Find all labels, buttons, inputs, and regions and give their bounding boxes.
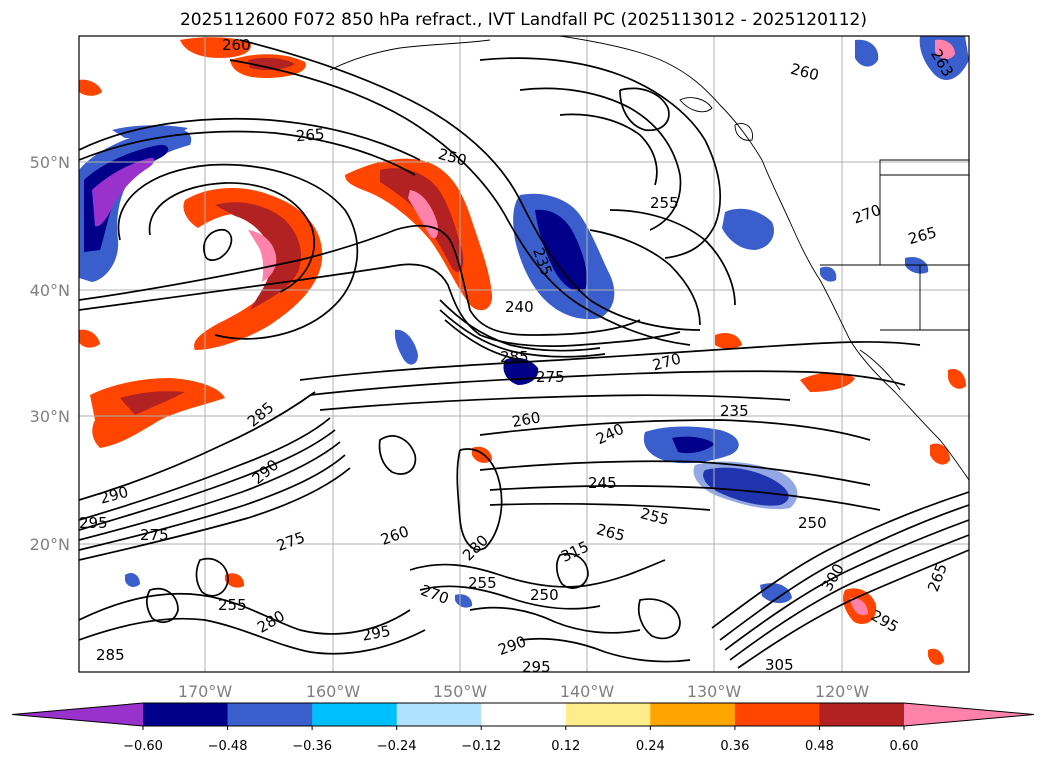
contour-label: 260 [222,36,251,54]
colorbar-segment [227,703,313,726]
positive-anomaly-region [79,79,102,96]
colorbar-tick-label: 0.48 [805,739,834,754]
negative-anomaly-region [394,329,418,365]
contour-label: 285 [500,348,529,366]
colorbar-segment [565,703,651,726]
lat-tick-label: 40°N [30,281,70,300]
colorbar-tick-label: 0.60 [890,739,919,754]
positive-anomaly-region [948,368,966,389]
colorbar-segment [650,703,736,726]
contour-label: 235 [720,402,749,420]
colorbar-tick-label: 0.12 [551,739,580,754]
positive-anomaly-region [715,333,742,349]
negative-anomaly-region [672,436,715,454]
colorbar-segment [143,703,229,726]
refractivity-contours [79,39,969,669]
contour-label: 295 [79,514,108,532]
colorbar-tick-label: −0.24 [377,739,417,754]
lon-tick-label: 140°W [560,682,615,701]
negative-anomaly-region [125,573,140,587]
map-content: 260 263 260 265 250 255 235 270 265 240 … [79,36,969,676]
shading-layer [79,36,969,665]
colorbar-tick-label: 0.24 [636,739,665,754]
contour-label: 260 [511,408,542,431]
colorbar: −0.60 −0.48 −0.36 −0.24 −0.12 0.12 0.24 0.36 0.4… [11,702,1035,754]
colorbar-segment [819,703,905,726]
colorbar-tick-label: 0.36 [720,739,749,754]
latitude-ticks: 50°N 40°N 30°N 20°N [30,153,70,554]
colorbar-extend-low [12,703,143,726]
negative-anomaly-region [455,594,473,608]
positive-anomaly-region [345,158,493,311]
lat-tick-label: 20°N [30,535,70,554]
positive-anomaly-region [225,573,245,588]
contour-label: 255 [218,596,247,614]
figure-title: 2025112600 F072 850 hPa refract., IVT La… [179,10,867,30]
positive-anomaly-region [800,372,855,392]
positive-anomaly-region [90,378,225,448]
lat-tick-label: 30°N [30,407,70,426]
positive-anomaly-region [380,168,464,272]
colorbar-tick-label: −0.36 [292,739,332,754]
colorbar-tick-label: −0.48 [208,739,248,754]
colorbar-segment [312,703,398,726]
positive-anomaly-region [930,443,950,465]
lon-tick-label: 170°W [178,682,233,701]
colorbar-segment [396,703,482,726]
map-frame [78,35,970,673]
lon-tick-label: 130°W [687,682,742,701]
negative-anomaly-region [112,125,188,138]
contour-label: 275 [536,368,565,386]
contour-label: 285 [96,646,125,664]
positive-anomaly-region [79,329,100,348]
positive-anomaly-region [935,39,955,60]
lat-tick-label: 50°N [30,153,70,172]
gridlines [79,36,969,672]
colorbar-tick-label: −0.60 [123,739,163,754]
contour-label: 250 [798,514,827,532]
negative-anomaly-region [820,266,837,282]
lon-tick-label: 120°W [815,682,870,701]
contour-label: 295 [361,622,392,645]
positive-anomaly-region [248,230,277,282]
negative-anomaly-region [855,39,879,67]
negative-anomaly-region [722,208,775,250]
negative-anomaly-region [760,583,792,604]
coastlines [329,36,969,481]
positive-anomaly-region [120,391,185,415]
positive-anomaly-region [928,648,944,665]
contour-label: 250 [530,586,559,604]
contour-label: 295 [522,658,551,676]
colorbar-tick-label: −0.12 [461,739,501,754]
colorbar-segment [481,703,567,726]
positive-anomaly-region [248,57,295,71]
contour-label: 240 [505,298,534,316]
contour-label: 275 [140,526,169,544]
lon-tick-label: 160°W [306,682,361,701]
contour-label: 305 [765,656,794,674]
lon-tick-label: 150°W [433,682,488,701]
colorbar-extend-high [904,703,1034,726]
contour-label: 255 [468,574,497,592]
positive-anomaly-region [180,37,251,58]
colorbar-segment [734,703,820,726]
contour-label: 245 [588,474,617,492]
negative-anomaly-region [84,144,169,252]
positive-anomaly-region [850,597,868,616]
negative-anomaly-region [92,157,155,227]
contour-label: 265 [295,125,325,145]
contour-labels: 260 263 260 265 250 255 235 270 265 240 … [79,36,957,676]
longitude-ticks: 170°W 160°W 150°W 140°W 130°W 120°W [178,682,870,701]
negative-anomaly-region [535,209,587,292]
contour-label: 255 [650,194,679,212]
negative-anomaly-region [693,461,798,510]
